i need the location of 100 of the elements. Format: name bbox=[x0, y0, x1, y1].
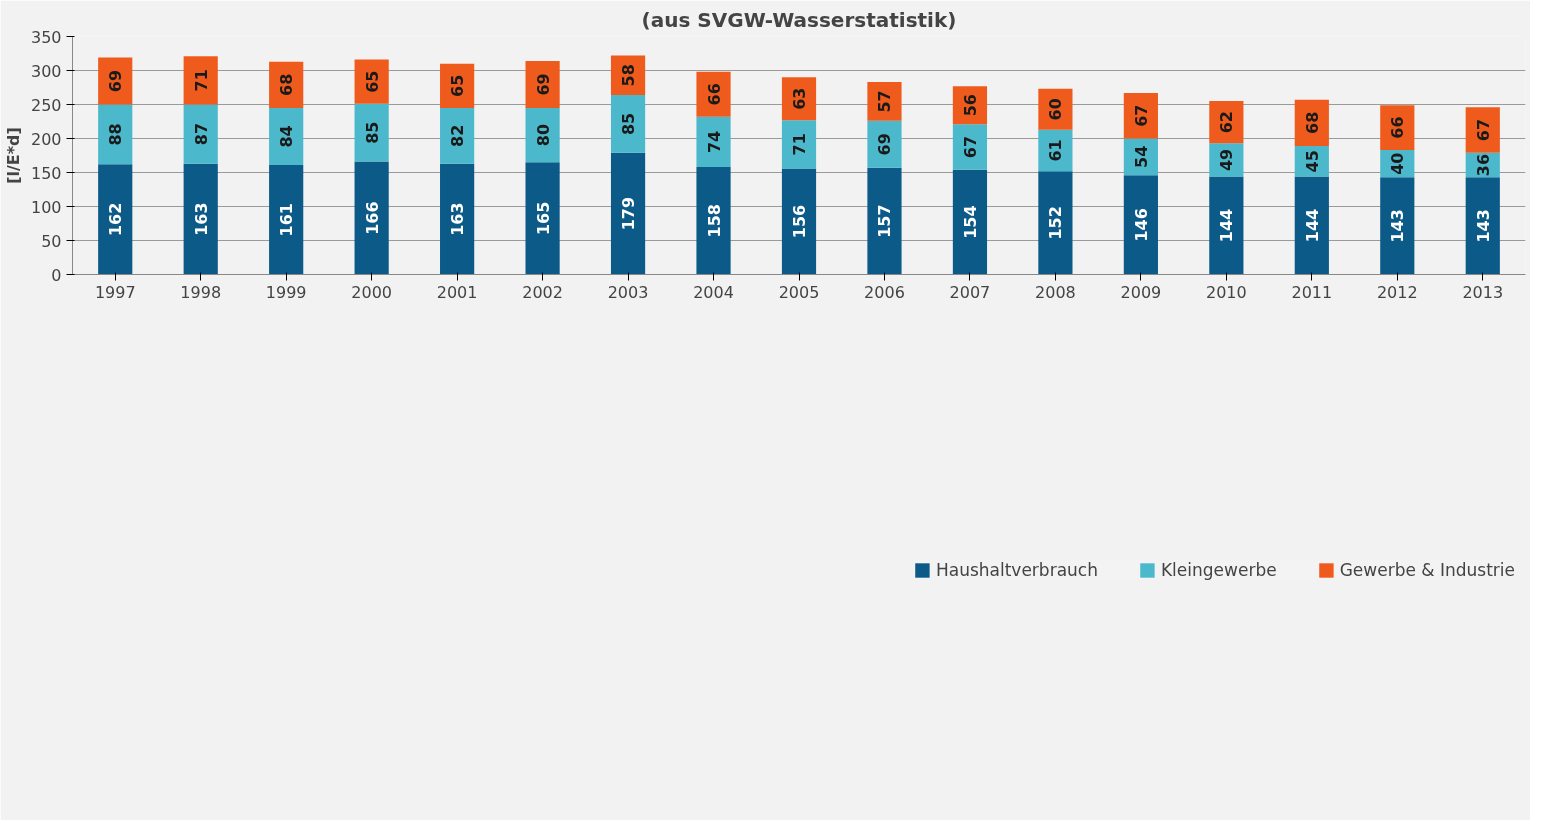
y-tick-label: 100 bbox=[30, 197, 62, 217]
data-label: 88 bbox=[106, 123, 126, 146]
y-tick-label: 0 bbox=[51, 265, 62, 285]
bar bbox=[696, 167, 731, 275]
data-label: 84 bbox=[277, 125, 297, 148]
bar bbox=[1294, 176, 1329, 275]
data-label: 161 bbox=[277, 203, 297, 237]
data-label: 158 bbox=[704, 204, 724, 238]
data-label: 152 bbox=[1046, 206, 1066, 240]
data-label: 144 bbox=[1302, 208, 1322, 243]
x-tick-label: 2012 bbox=[1376, 282, 1418, 302]
bar bbox=[696, 71, 731, 117]
bar bbox=[952, 124, 988, 170]
x-tick-label: 1999 bbox=[265, 282, 307, 302]
data-label: 49 bbox=[1217, 148, 1237, 172]
bar bbox=[1380, 177, 1415, 275]
x-tick-label: 2004 bbox=[693, 282, 734, 302]
data-label: 66 bbox=[1388, 116, 1408, 139]
data-label: 63 bbox=[790, 87, 809, 110]
y-tick-label: 300 bbox=[30, 61, 62, 81]
data-label: 146 bbox=[1131, 208, 1151, 242]
legend-label: Gewerbe & Industrie bbox=[1339, 560, 1515, 580]
y-tick-label: 50 bbox=[41, 231, 62, 251]
x-tick-label: 2001 bbox=[436, 282, 478, 302]
data-label: 57 bbox=[875, 90, 895, 113]
x-tick-label: 2008 bbox=[1035, 282, 1076, 302]
data-label: 163 bbox=[448, 202, 468, 236]
data-label: 144 bbox=[1217, 208, 1237, 243]
bar bbox=[183, 56, 218, 105]
x-tick-label: 2003 bbox=[607, 282, 649, 302]
data-label: 82 bbox=[448, 124, 468, 147]
data-label: 179 bbox=[619, 196, 639, 231]
bar bbox=[696, 116, 731, 168]
data-label: 85 bbox=[362, 121, 382, 144]
y-axis-title: [l/E*d] bbox=[3, 127, 23, 184]
data-label: 71 bbox=[191, 69, 211, 92]
y-tick-label: 350 bbox=[30, 27, 62, 47]
bar bbox=[610, 152, 646, 275]
data-label: 61 bbox=[1046, 139, 1066, 162]
data-label: 62 bbox=[1217, 111, 1237, 134]
bar bbox=[1465, 177, 1500, 275]
data-label: 80 bbox=[533, 123, 553, 147]
data-label: 68 bbox=[277, 73, 297, 96]
data-label: 87 bbox=[191, 122, 211, 146]
data-label: 143 bbox=[1388, 209, 1408, 243]
bar bbox=[269, 165, 304, 275]
x-tick-label: 2002 bbox=[522, 282, 563, 302]
bar bbox=[867, 167, 902, 275]
data-label: 67 bbox=[1473, 118, 1493, 142]
y-tick-label: 200 bbox=[30, 129, 62, 149]
data-label: 66 bbox=[704, 83, 724, 106]
bar bbox=[183, 163, 218, 275]
bar bbox=[440, 163, 475, 275]
bar bbox=[781, 120, 817, 169]
data-label: 163 bbox=[191, 202, 211, 236]
bar bbox=[440, 107, 475, 164]
x-tick-label: 2007 bbox=[949, 282, 991, 302]
x-tick-label: 2010 bbox=[1205, 282, 1247, 302]
bar bbox=[525, 60, 560, 108]
bar bbox=[1209, 176, 1244, 275]
bar bbox=[354, 161, 389, 275]
data-label: 54 bbox=[1131, 145, 1151, 168]
bar bbox=[183, 104, 218, 164]
data-label: 85 bbox=[619, 112, 639, 136]
data-label: 143 bbox=[1473, 209, 1493, 243]
bar bbox=[610, 94, 646, 153]
data-label: 60 bbox=[1046, 98, 1066, 121]
y-tick-label: 150 bbox=[30, 163, 62, 183]
bar bbox=[98, 164, 133, 275]
x-tick-label: 2005 bbox=[778, 282, 820, 302]
data-label: 71 bbox=[790, 133, 809, 156]
bar bbox=[1038, 129, 1073, 172]
bar bbox=[1465, 107, 1500, 153]
data-label: 67 bbox=[960, 135, 980, 159]
data-label: 58 bbox=[619, 64, 639, 87]
x-tick-label: 1998 bbox=[180, 282, 222, 302]
data-label: 74 bbox=[704, 130, 724, 154]
chart-title: (aus SVGW-Wasserstatistik) bbox=[641, 7, 957, 32]
legend-label: Kleingewerbe bbox=[1160, 560, 1277, 580]
data-label: 67 bbox=[1131, 104, 1151, 127]
data-label: 154 bbox=[960, 205, 980, 239]
data-label: 65 bbox=[448, 74, 468, 97]
data-label: 65 bbox=[362, 70, 382, 93]
data-label: 69 bbox=[875, 133, 895, 156]
data-label: 40 bbox=[1388, 152, 1408, 175]
data-label: 156 bbox=[790, 204, 809, 239]
bar bbox=[1038, 171, 1073, 275]
x-tick-label: 2011 bbox=[1291, 282, 1333, 302]
legend-label: Haushaltverbrauch bbox=[935, 560, 1098, 580]
bar bbox=[867, 120, 902, 168]
data-label: 45 bbox=[1302, 150, 1322, 173]
bar bbox=[781, 168, 817, 275]
data-label: 68 bbox=[1302, 111, 1322, 134]
x-tick-label: 1997 bbox=[94, 282, 136, 302]
data-label: 69 bbox=[106, 69, 126, 93]
x-tick-label: 2000 bbox=[351, 282, 393, 302]
bar bbox=[952, 169, 988, 275]
x-tick-label: 2009 bbox=[1120, 282, 1162, 302]
data-label: 165 bbox=[533, 201, 553, 236]
bar bbox=[1123, 92, 1158, 139]
